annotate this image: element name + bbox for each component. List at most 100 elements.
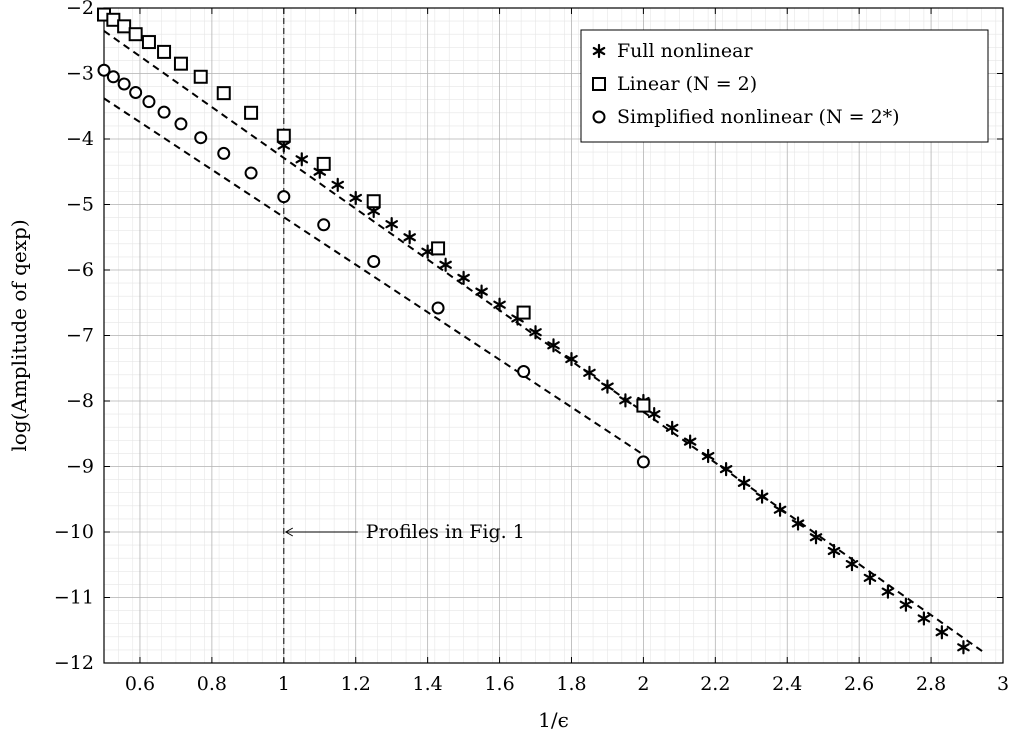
linear-point [193,69,208,84]
full-nonlinear-point [957,640,970,655]
linear-point [276,128,291,143]
y-tick-label: −10 [54,521,94,543]
legend-label: Full nonlinear [617,40,753,62]
linear-point [366,194,381,209]
simplified-nonlinear-point [106,70,120,84]
full-nonlinear-point [403,230,416,245]
x-axis-label: 1/ϵ [538,708,569,732]
legend-marker [592,43,606,59]
full-nonlinear-point [601,379,614,394]
linear-point [128,27,143,42]
x-tick-label: 1.8 [556,673,586,695]
y-tick-label: −12 [54,652,94,674]
linear-point [141,35,156,50]
simplified-nonlinear-point [129,85,143,99]
linear-point [216,86,231,101]
linear-point [157,44,172,59]
full-nonlinear-point [719,462,733,477]
legend: Full nonlinear Linear (N = 2) Simplified n… [580,29,989,143]
linear-point [316,156,331,171]
linear-point [173,56,188,71]
simplified-nonlinear-point [194,131,208,145]
x-tick-labels: 0.6 0.8 1 1.2 1.4 1.6 1.8 2 2.2 2.4 2.6 2.8 3 [125,673,1009,695]
full-nonlinear-point [935,625,949,640]
full-nonlinear-point [583,365,596,380]
y-tick-label: −11 [54,587,94,609]
full-nonlinear-point [863,570,877,585]
full-nonlinear-point [899,597,913,612]
full-nonlinear-point [773,502,787,517]
x-tick-label: 1.6 [484,673,514,695]
simplified-nonlinear-point [174,117,188,131]
simplified-nonlinear-point [97,63,111,77]
linear-point [636,398,651,413]
y-tick-label: −4 [66,128,94,150]
simplified-nonlinear-point [277,190,291,204]
full-nonlinear-point [683,434,697,449]
simplified-nonlinear-point [157,105,171,119]
x-tick-label: 2.8 [916,673,946,695]
full-nonlinear-point [647,407,661,422]
simplified-nonlinear-point [517,365,531,379]
y-tick-labels: −12 −11 −10 −9 −8 −7 −6 −5 −4 −3 −2 [54,0,94,674]
linear-point [117,19,132,34]
y-tick-label: −5 [66,194,94,216]
legend-items: Full nonlinear Linear (N = 2) Simplified n… [592,40,900,128]
full-nonlinear-point [385,217,398,232]
x-tick-label: 2.6 [844,673,874,695]
full-nonlinear-point [493,297,506,312]
simplified-nonlinear-point [217,146,231,160]
legend-marker [592,110,606,124]
full-nonlinear-point [457,270,470,285]
annotation: Profiles in Fig. 1 [284,521,525,543]
annotation-arrowhead [284,527,294,537]
full-nonlinear-point [791,516,805,531]
x-tick-label: 2.2 [700,673,730,695]
full-nonlinear-point [439,257,452,272]
simplified-nonlinear-point [367,254,381,268]
simplified-nonlinear-point [244,166,258,180]
simplified-nonlinear-point [636,455,650,469]
y-tick-label: −3 [66,63,94,85]
full-nonlinear-point [845,556,859,572]
linear-point [516,305,531,320]
simplified-nonlinear-point [317,218,331,232]
linear-point [244,105,259,120]
full-nonlinear-point [619,393,632,408]
y-tick-label: −8 [66,390,94,412]
full-nonlinear-point [701,448,715,464]
full-nonlinear-point [737,475,751,490]
full-nonlinear-point [349,190,363,206]
data-markers [97,7,970,655]
full-nonlinear-point [547,338,560,353]
full-nonlinear-point [881,584,895,599]
y-tick-label: −6 [66,259,94,281]
y-tick-label: −2 [66,0,94,19]
legend-marker [592,77,606,91]
x-tick-label: 0.6 [125,673,155,695]
full-nonlinear-point [665,420,679,435]
full-nonlinear-point [827,543,841,559]
legend-box [580,29,989,143]
full-nonlinear-point [529,325,542,340]
annotation-text: Profiles in Fig. 1 [366,521,525,543]
y-tick-label: −9 [66,456,94,478]
linear-point [431,241,446,256]
y-axis-label: log(Amplitude of qexp) [7,219,31,451]
x-tick-label: 3 [997,673,1009,695]
x-tick-label: 0.8 [197,673,227,695]
full-nonlinear-point [809,530,823,545]
x-tick-label: 1.4 [413,673,443,695]
x-tick-label: 1.2 [341,673,371,695]
y-tick-label: −7 [66,325,94,347]
simplified-nonlinear-point [431,301,445,315]
x-tick-label: 2 [637,673,649,695]
simplified-nonlinear-point [142,95,156,109]
full-nonlinear-point [755,489,769,504]
full-nonlinear-point [331,177,345,192]
legend-label: Simplified nonlinear (N = 2*) [617,106,900,128]
simplified-nonlinear-point [117,77,131,91]
full-nonlinear-point [565,351,578,367]
legend-label: Linear (N = 2) [617,73,757,95]
